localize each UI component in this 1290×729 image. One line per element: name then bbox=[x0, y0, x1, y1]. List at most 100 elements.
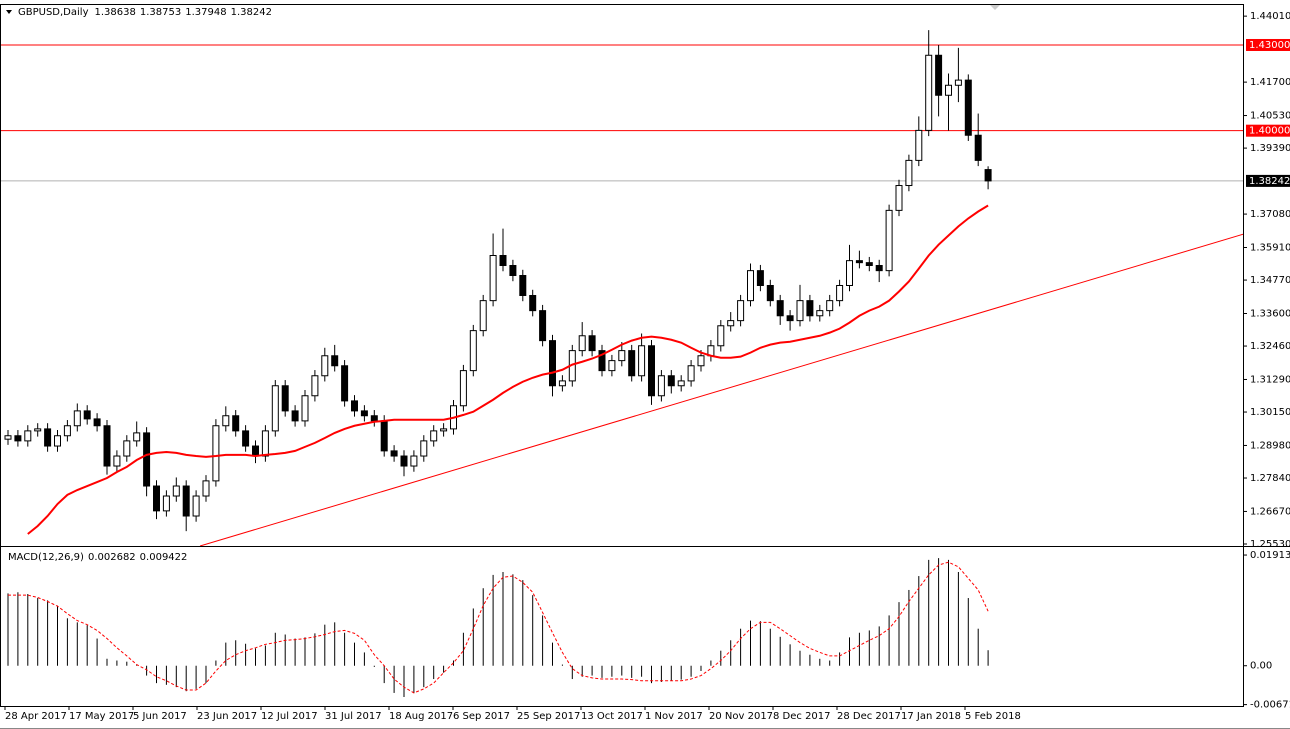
moving-average bbox=[27, 204, 989, 535]
x-tick-label: 5 Feb 2018 bbox=[965, 711, 1021, 722]
y-tick-label: 1.44010 bbox=[1250, 11, 1290, 22]
y-tick-label: 1.28980 bbox=[1250, 440, 1290, 451]
candle-body bbox=[331, 355, 339, 367]
y-tick-label: 1.25530 bbox=[1250, 539, 1290, 550]
y-tick-label: 1.40530 bbox=[1250, 111, 1290, 122]
candle-body bbox=[133, 432, 141, 442]
candle-body bbox=[261, 430, 269, 457]
candle-body bbox=[717, 325, 725, 347]
candle-body bbox=[360, 410, 368, 417]
macd-plot bbox=[7, 558, 989, 697]
candle-body bbox=[677, 380, 685, 387]
candle-body bbox=[469, 330, 477, 372]
macd-hist-value: 0.002682 bbox=[88, 552, 136, 563]
candle-body bbox=[638, 345, 646, 377]
candle-body bbox=[509, 265, 517, 277]
menu-arrow[interactable] bbox=[6, 10, 12, 14]
candle-body bbox=[281, 385, 289, 412]
level-label: 1.43000 bbox=[1249, 40, 1290, 51]
candle-body bbox=[796, 300, 804, 322]
candle-body bbox=[390, 450, 398, 457]
candle-body bbox=[123, 440, 131, 457]
y-tick-label: -0.006718 bbox=[1250, 700, 1290, 711]
header-close: 1.38242 bbox=[231, 7, 272, 18]
price-plot bbox=[1, 30, 1243, 546]
candle-body bbox=[459, 370, 467, 407]
candle-body bbox=[172, 485, 180, 497]
level-label: 1.40000 bbox=[1249, 126, 1290, 137]
candle-body bbox=[252, 445, 259, 457]
macd-signal-value: 0.009422 bbox=[140, 552, 188, 563]
x-tick-label: 23 Jun 2017 bbox=[197, 711, 257, 722]
candle-body bbox=[499, 255, 507, 267]
chart-header: GBPUSD,Daily 1.38638 1.38753 1.37948 1.38242 bbox=[18, 7, 272, 18]
y-tick-label: 1.41700 bbox=[1250, 77, 1290, 88]
y-tick-label: 1.34770 bbox=[1250, 275, 1290, 286]
candle-body bbox=[311, 375, 319, 397]
candle-body bbox=[588, 335, 596, 352]
candle-body bbox=[816, 310, 824, 317]
header-high: 1.38753 bbox=[140, 7, 181, 18]
y-tick-label: 1.31290 bbox=[1250, 374, 1290, 385]
y-tick-label: 1.27840 bbox=[1250, 473, 1290, 484]
level-label-box bbox=[1246, 38, 1290, 51]
candle-body bbox=[905, 159, 913, 187]
candle-body bbox=[24, 430, 32, 442]
candle-body bbox=[351, 400, 358, 412]
candle-body bbox=[598, 350, 606, 372]
candle-body bbox=[519, 275, 527, 296]
x-tick-label: 13 Oct 2017 bbox=[581, 711, 643, 722]
y-tick-label: 1.33600 bbox=[1250, 308, 1290, 319]
candle-body bbox=[242, 430, 250, 447]
candle-body bbox=[964, 79, 972, 136]
last-price-box bbox=[1246, 174, 1290, 187]
candle-body bbox=[697, 355, 705, 367]
candle-body bbox=[945, 84, 952, 96]
candle-body bbox=[489, 255, 497, 302]
candle-body bbox=[786, 315, 794, 322]
candle-body bbox=[420, 440, 428, 457]
candle-body bbox=[212, 425, 220, 482]
candle-body bbox=[34, 428, 42, 432]
y-tick-label: 1.30150 bbox=[1250, 407, 1290, 418]
x-tick-label: 31 Jul 2017 bbox=[325, 711, 382, 722]
x-tick-label: 17 Jan 2018 bbox=[901, 711, 961, 722]
candle-body bbox=[756, 270, 764, 286]
level-label-box bbox=[1246, 124, 1290, 137]
candle-body bbox=[846, 260, 853, 286]
x-tick-label: 18 Aug 2017 bbox=[389, 711, 453, 722]
x-tick-label: 28 Dec 2017 bbox=[837, 711, 901, 722]
candle-body bbox=[895, 185, 903, 211]
candle-body bbox=[885, 209, 893, 272]
candle-body bbox=[83, 410, 91, 420]
header-low: 1.37948 bbox=[185, 7, 226, 18]
candle-body bbox=[103, 425, 111, 467]
y-tick-label: 1.37080 bbox=[1250, 209, 1290, 220]
x-tick-label: 8 Dec 2017 bbox=[773, 711, 831, 722]
candle-body bbox=[727, 320, 735, 327]
y-tick-label: 1.32460 bbox=[1250, 341, 1290, 352]
x-tick-label: 28 Apr 2017 bbox=[5, 711, 67, 722]
x-tick-label: 6 Sep 2017 bbox=[453, 711, 510, 722]
x-tick-label: 12 Jul 2017 bbox=[261, 711, 318, 722]
candle-body bbox=[529, 294, 537, 312]
y-tick-label: 0.00 bbox=[1250, 661, 1272, 672]
last-price-label: 1.38242 bbox=[1249, 176, 1290, 187]
candle-body bbox=[93, 418, 101, 427]
candle-body bbox=[737, 300, 745, 322]
x-tick-label: 25 Sep 2017 bbox=[517, 711, 580, 722]
candle-body bbox=[915, 129, 923, 161]
candle-body bbox=[608, 360, 616, 372]
candle-body bbox=[370, 415, 378, 422]
candle-body bbox=[539, 310, 547, 342]
candle-body bbox=[301, 395, 309, 422]
candle-body bbox=[687, 365, 695, 382]
candle-body bbox=[222, 415, 230, 427]
candle-body bbox=[974, 134, 982, 161]
candle-body bbox=[73, 410, 81, 427]
candle-body bbox=[410, 455, 418, 467]
candle-body bbox=[113, 455, 121, 467]
candle-body bbox=[4, 435, 12, 440]
macd-header: MACD(12,26,9) 0.002682 0.009422 bbox=[8, 552, 187, 563]
